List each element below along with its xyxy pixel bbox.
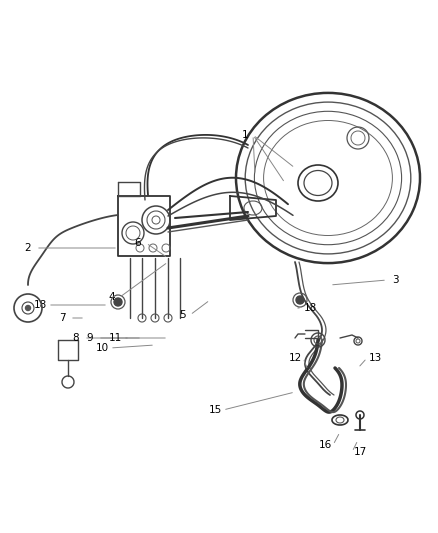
Text: 15: 15: [208, 405, 222, 415]
Text: 5: 5: [179, 310, 185, 320]
Text: 7: 7: [59, 313, 65, 323]
Text: 1: 1: [242, 130, 248, 140]
Text: 18: 18: [33, 300, 46, 310]
Text: 13: 13: [368, 353, 381, 363]
Text: 6: 6: [135, 238, 141, 248]
Text: 3: 3: [392, 275, 398, 285]
Text: 4: 4: [109, 292, 115, 302]
Text: 17: 17: [353, 447, 367, 457]
Circle shape: [296, 296, 304, 304]
Text: 8: 8: [73, 333, 79, 343]
Text: 16: 16: [318, 440, 332, 450]
Text: 10: 10: [95, 343, 109, 353]
Circle shape: [25, 305, 31, 311]
Text: 18: 18: [304, 303, 317, 313]
Text: 11: 11: [108, 333, 122, 343]
Text: 12: 12: [288, 353, 302, 363]
Text: 9: 9: [87, 333, 93, 343]
Circle shape: [114, 298, 122, 306]
Text: 2: 2: [25, 243, 31, 253]
